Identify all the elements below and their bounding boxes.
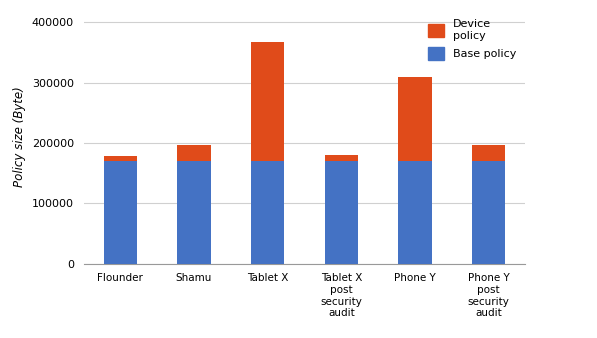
Legend: Device
policy, Base policy: Device policy, Base policy <box>424 16 520 64</box>
Bar <box>398 161 432 264</box>
Bar <box>398 76 432 161</box>
Bar <box>177 145 211 161</box>
Bar <box>104 161 137 264</box>
Bar <box>472 161 505 264</box>
Bar <box>251 42 284 161</box>
Bar <box>177 161 211 264</box>
Bar <box>104 156 137 161</box>
Bar <box>251 161 284 264</box>
Bar <box>325 155 358 161</box>
Bar <box>325 161 358 264</box>
Y-axis label: Policy size (Byte): Policy size (Byte) <box>13 87 26 187</box>
Bar <box>472 145 505 161</box>
